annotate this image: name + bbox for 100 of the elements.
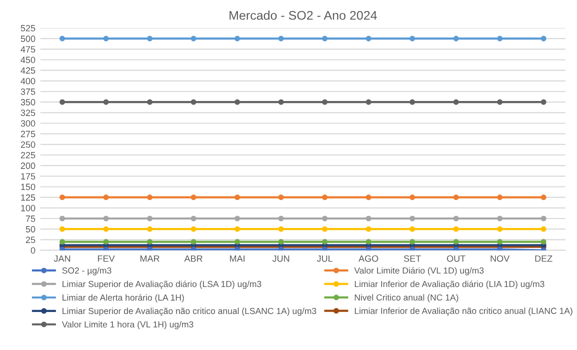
point [278,36,284,42]
y-tick-label: 375 [20,88,36,95]
point [453,99,459,105]
point [497,194,503,200]
x-tick-label: OUT [446,255,466,262]
legend-label: Limiar Superior de Avaliação não critico anual (LSANC 1A) ug/m3 [62,308,316,316]
y-tick-label: 525 [20,24,36,32]
point [278,194,284,200]
point [147,99,153,105]
point [103,226,109,232]
point [540,36,546,42]
point [410,36,416,42]
legend-label: Limiar de Alerta horário (LA 1H) [62,294,184,302]
point [190,239,196,245]
x-tick-label: MAR [140,255,160,262]
y-tick-label: 425 [20,67,36,74]
y-tick-label: 150 [21,184,36,190]
point [147,216,153,222]
point [453,194,459,200]
point [147,36,153,42]
y-tick-label: 125 [21,194,36,201]
point [410,216,416,222]
point [322,36,328,42]
x-tick-label: SET [404,255,421,262]
y-tick-label: 500 [20,36,36,42]
y-tick-label: 50 [26,226,36,232]
y-tick-label: 275 [20,130,36,138]
y-tick-label: 350 [20,99,36,106]
point [103,194,109,200]
point [540,239,546,245]
x-tick-label: AGO [358,255,378,262]
x-tick-label: JAN [54,255,70,262]
legend-label: SO2 - µg/m3 [62,267,112,276]
point [453,216,459,222]
point [190,226,196,232]
legend-label: Limiar Inferior de Avaliação diário (LIA 1D) ug/m3 [354,280,544,289]
point [366,36,372,42]
point [497,216,503,222]
point [234,226,240,232]
y-tick-label: 200 [20,162,36,169]
point [322,239,328,245]
point [103,239,109,245]
point [147,239,153,245]
x-tick-label: DEZ [535,255,552,262]
x-tick-label: ABR [184,255,202,262]
point [322,226,328,232]
point [59,36,66,42]
y-tick-label: 25 [26,236,36,244]
point [278,99,284,105]
point [453,36,459,42]
x-tick-label: NOV [490,255,510,262]
point [322,99,328,105]
y-tick-label: 100 [21,204,36,212]
y-tick-label: 175 [21,173,36,180]
x-tick-label: JUL [316,255,333,262]
y-tick-label: 450 [20,56,36,64]
point [410,239,416,245]
point [59,194,66,200]
y-tick-label: 225 [20,152,36,158]
point [234,194,240,200]
point [59,239,66,245]
point [147,226,153,232]
point [366,194,372,200]
point [59,216,66,222]
point [453,239,459,245]
point [540,226,546,232]
y-tick-label: 0 [30,247,36,254]
y-tick-label: 475 [20,46,36,53]
point [410,226,416,232]
point [322,194,328,200]
y-tick-label: 400 [20,78,36,84]
x-tick-label: MAI [230,255,244,262]
point [497,226,503,232]
legend-label: Limiar Superior de Avaliação diário (LSA 1D) ug/m3 [62,280,262,289]
point [540,99,546,105]
point [366,226,372,232]
point [234,99,240,105]
point [453,226,459,232]
point [497,36,503,42]
point [322,216,328,222]
y-tick-label: 300 [20,120,36,127]
point [103,36,109,42]
y-tick-label: 250 [20,141,36,148]
legend-label: Valor Limite 1 hora (VL 1H) ug/m3 [62,321,194,330]
point [278,239,284,245]
point [59,226,66,232]
point [497,239,503,245]
point [190,216,196,222]
point [366,239,372,245]
point [366,216,372,222]
legend-label: Limiar Inferior de Avaliação não critico anual (LIANC 1A) [354,308,572,316]
x-tick-label: FEV [98,255,115,262]
point [366,99,372,105]
point [540,216,546,222]
point [103,216,109,222]
point [278,216,284,222]
point [410,99,416,105]
point [410,194,416,200]
legend-label: Valor Limite Diário (VL 1D) ug/m3 [354,267,484,276]
point [190,194,196,200]
